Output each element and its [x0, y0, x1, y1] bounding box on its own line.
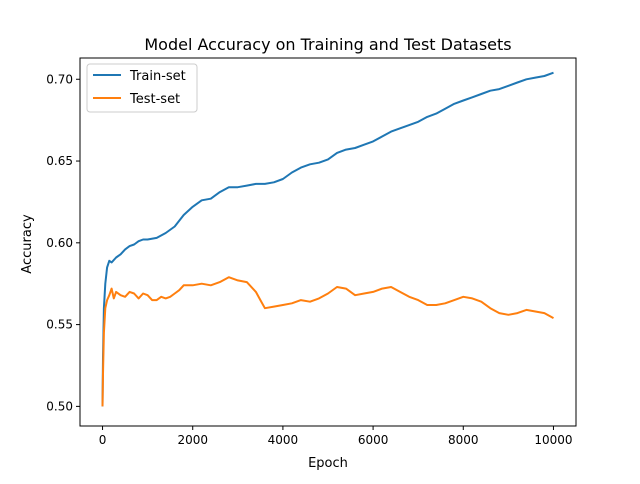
x-tick-label: 10000 — [534, 433, 572, 447]
train-set-line — [101, 71, 554, 407]
x-tick-label: 8000 — [448, 433, 479, 447]
test-set-line — [101, 276, 554, 407]
legend-label-train: Train-set — [129, 69, 186, 84]
y-axis-label: Accuracy — [20, 214, 35, 274]
y-tick-label: 0.50 — [46, 399, 73, 413]
plot-frame — [79, 57, 577, 427]
x-axis-label: Epoch — [308, 456, 348, 471]
x-tick-label: 0 — [99, 433, 107, 447]
y-tick-label: 0.70 — [46, 72, 73, 86]
axis-ticks: 0 2000 4000 6000 8000 10000 0.50 0.55 0.60 0.65 0.… — [46, 72, 572, 447]
x-tick-label: 2000 — [177, 433, 208, 447]
y-tick-label: 0.60 — [46, 236, 73, 250]
legend: Train-set Test-set — [86, 63, 198, 113]
y-tick-label: 0.55 — [46, 318, 73, 332]
y-tick-label: 0.65 — [46, 154, 73, 168]
x-tick-label: 4000 — [268, 433, 299, 447]
x-tick-label: 6000 — [358, 433, 389, 447]
legend-label-test: Test-set — [129, 92, 180, 107]
chart-title: Model Accuracy on Training and Test Data… — [144, 35, 511, 54]
series-lines — [101, 71, 554, 407]
